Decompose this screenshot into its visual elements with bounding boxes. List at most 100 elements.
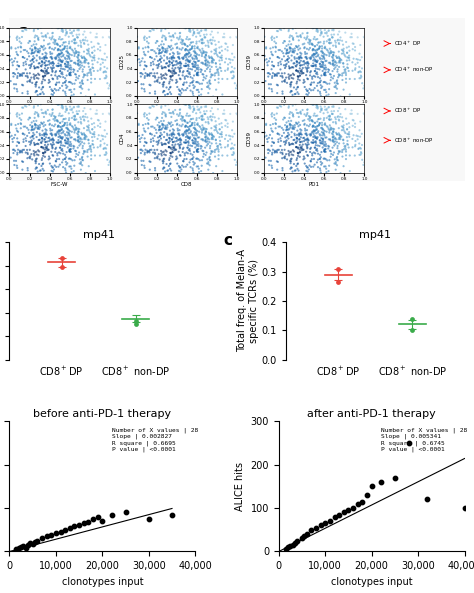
Point (281, 15, 288, 24)
Point (159, 31, 167, 40)
Point (201, 136, 209, 146)
Point (284, 131, 292, 141)
Point (18, 103, 26, 112)
Point (373, 81, 380, 91)
Point (30, 48, 37, 58)
Point (183, 50, 191, 60)
Point (367, 149, 374, 158)
Point (193, 65, 201, 74)
Point (297, 51, 304, 60)
Point (229, 10, 237, 20)
Point (46, 43, 54, 52)
Point (236, 125, 243, 135)
Point (151, 73, 159, 82)
Point (17, 43, 25, 52)
Point (45, 145, 53, 154)
Point (145, 43, 152, 52)
Point (313, 134, 320, 144)
Point (288, 139, 295, 149)
Point (35, 111, 42, 121)
Point (208, 56, 216, 66)
Point (271, 113, 278, 123)
Point (294, 116, 301, 126)
Point (202, 61, 210, 71)
Title: before anti-PD-1 therapy: before anti-PD-1 therapy (33, 409, 172, 419)
Point (261, 55, 268, 65)
Point (285, 138, 293, 148)
Point (30, 103, 37, 113)
Point (314, 132, 321, 142)
Point (46, 98, 54, 107)
Point (203, 106, 210, 116)
Point (71, 120, 79, 130)
Point (356, 62, 363, 72)
Point (166, 49, 174, 59)
Point (305, 45, 312, 55)
Point (16, 71, 24, 81)
Point (69, 155, 76, 165)
Point (259, 113, 266, 122)
Point (61, 53, 69, 62)
Point (249, 134, 257, 144)
Point (184, 56, 192, 65)
Point (230, 52, 238, 62)
Point (184, 122, 192, 132)
Point (296, 48, 304, 58)
Point (215, 147, 222, 157)
Point (89, 129, 96, 139)
Point (141, 163, 148, 173)
Point (154, 98, 161, 107)
Point (318, 118, 326, 127)
Point (28, 122, 36, 131)
Point (324, 31, 331, 40)
Point (355, 144, 362, 154)
Point (356, 117, 364, 126)
Point (304, 31, 311, 41)
Point (352, 136, 359, 146)
Point (31, 71, 39, 81)
Point (67, 63, 75, 72)
Point (379, 146, 386, 155)
Point (73, 149, 80, 158)
Point (74, 56, 82, 66)
Point (132, 134, 139, 144)
Point (247, 49, 255, 59)
Point (36, 125, 43, 134)
Point (26, 174, 34, 184)
Point (295, 166, 302, 176)
Point (265, 42, 273, 51)
Point (210, 122, 218, 131)
Point (27, 77, 34, 87)
Point (329, 74, 337, 83)
Point (167, 32, 175, 42)
Point (309, 50, 316, 60)
Point (33, 108, 41, 117)
Point (251, 33, 258, 42)
Point (181, 62, 189, 71)
Point (48, 53, 55, 63)
Point (358, 140, 366, 149)
Point (128, 58, 136, 67)
Point (162, 111, 169, 120)
Point (59, 64, 67, 74)
Point (51, 84, 58, 94)
Point (319, 134, 327, 144)
Point (165, 66, 173, 75)
Point (57, 132, 64, 142)
Point (360, 84, 367, 93)
Point (18, 39, 25, 48)
Point (130, 140, 137, 149)
Point (152, 170, 160, 179)
Point (326, 517, 334, 526)
Point (270, 62, 278, 71)
Point (244, 61, 252, 71)
Point (306, 37, 314, 47)
Point (241, 44, 249, 54)
Point (39, 148, 47, 158)
Point (199, 34, 206, 44)
Point (179, 37, 186, 47)
Point (125, 125, 132, 134)
Point (336, 130, 343, 139)
Point (70, 166, 78, 176)
Point (232, 134, 239, 144)
